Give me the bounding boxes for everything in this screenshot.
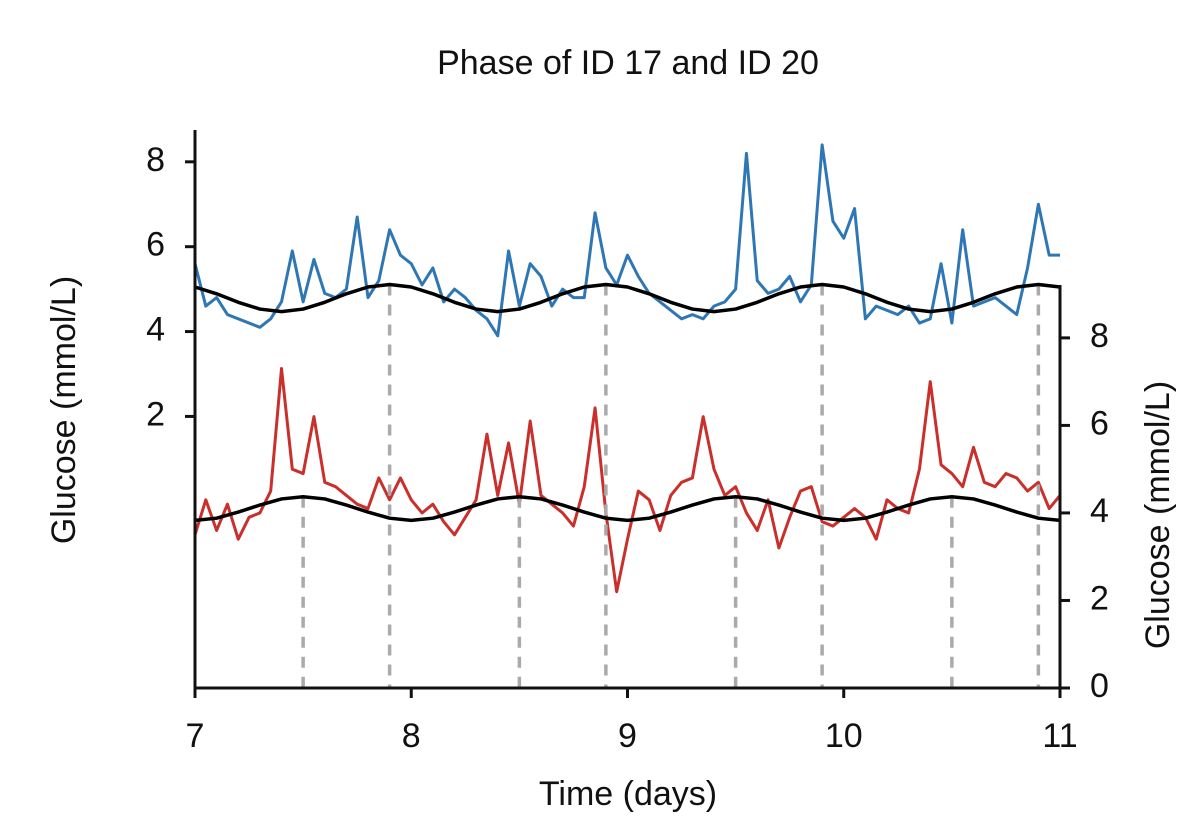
y2-tick-label: 6	[1090, 404, 1109, 442]
y-tick-label: 8	[146, 141, 165, 179]
x-tick-label: 10	[825, 717, 863, 755]
glucose-line	[193, 367, 1062, 594]
fit-line	[194, 282, 1061, 314]
fit-line	[194, 495, 1061, 523]
chart-title: Phase of ID 17 and ID 20	[437, 44, 819, 82]
x-tick-label: 9	[618, 717, 637, 755]
y2-tick-label: 4	[1090, 492, 1109, 530]
y2-tick-label: 8	[1090, 317, 1109, 355]
x-tick-label: 11	[1042, 717, 1077, 755]
y2-tick-label: 2	[1090, 579, 1109, 617]
y-axis-label: Glucose (mmol/L)	[45, 276, 83, 544]
y-tick-label: 4	[146, 311, 165, 349]
y-tick-label: 6	[146, 226, 165, 264]
x-axis-label: Time (days)	[539, 775, 717, 813]
x-tick-label: 8	[402, 717, 421, 755]
y2-tick-label: 0	[1090, 667, 1109, 705]
x-tick-label: 7	[186, 717, 205, 755]
y2-axis-label: Glucose (mmol/L)	[1139, 381, 1177, 649]
y-tick-label: 2	[146, 395, 165, 433]
glucose-line	[193, 143, 1060, 338]
